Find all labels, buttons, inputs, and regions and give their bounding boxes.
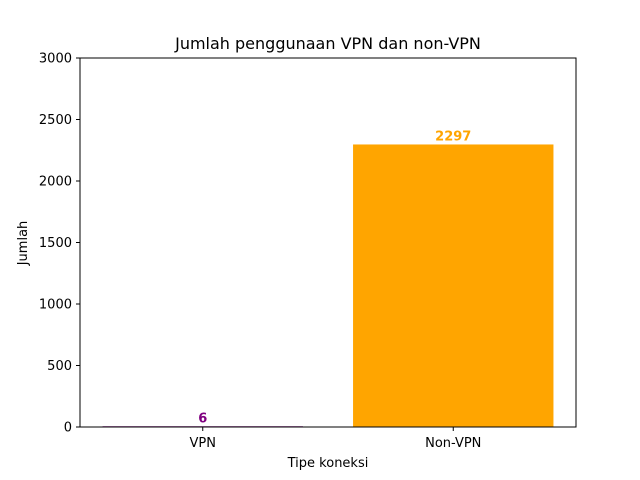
y-tick-label: 1500 — [39, 236, 72, 251]
y-tick-label: 3000 — [39, 52, 72, 67]
y-tick-label: 2000 — [39, 175, 72, 190]
x-tick-label: Non-VPN — [425, 436, 481, 451]
y-tick-label: 500 — [47, 359, 72, 374]
y-tick-label: 0 — [64, 421, 72, 436]
x-tick-label: VPN — [190, 436, 216, 451]
x-axis-label: Tipe koneksi — [287, 456, 369, 471]
y-axis-label: Jumlah — [16, 221, 31, 267]
plot-area: 6 2297 0 500 1000 1500 2000 2500 3000 VPN Non-VPN — [39, 52, 577, 451]
y-tick-label: 2500 — [39, 113, 72, 128]
data-label-vpn: 6 — [198, 411, 207, 426]
y-tick-label: 1000 — [39, 298, 72, 313]
data-label-non-vpn: 2297 — [435, 129, 471, 144]
bar-non-vpn — [353, 144, 554, 427]
chart-title: Jumlah penggunaan VPN dan non-VPN — [174, 34, 481, 53]
